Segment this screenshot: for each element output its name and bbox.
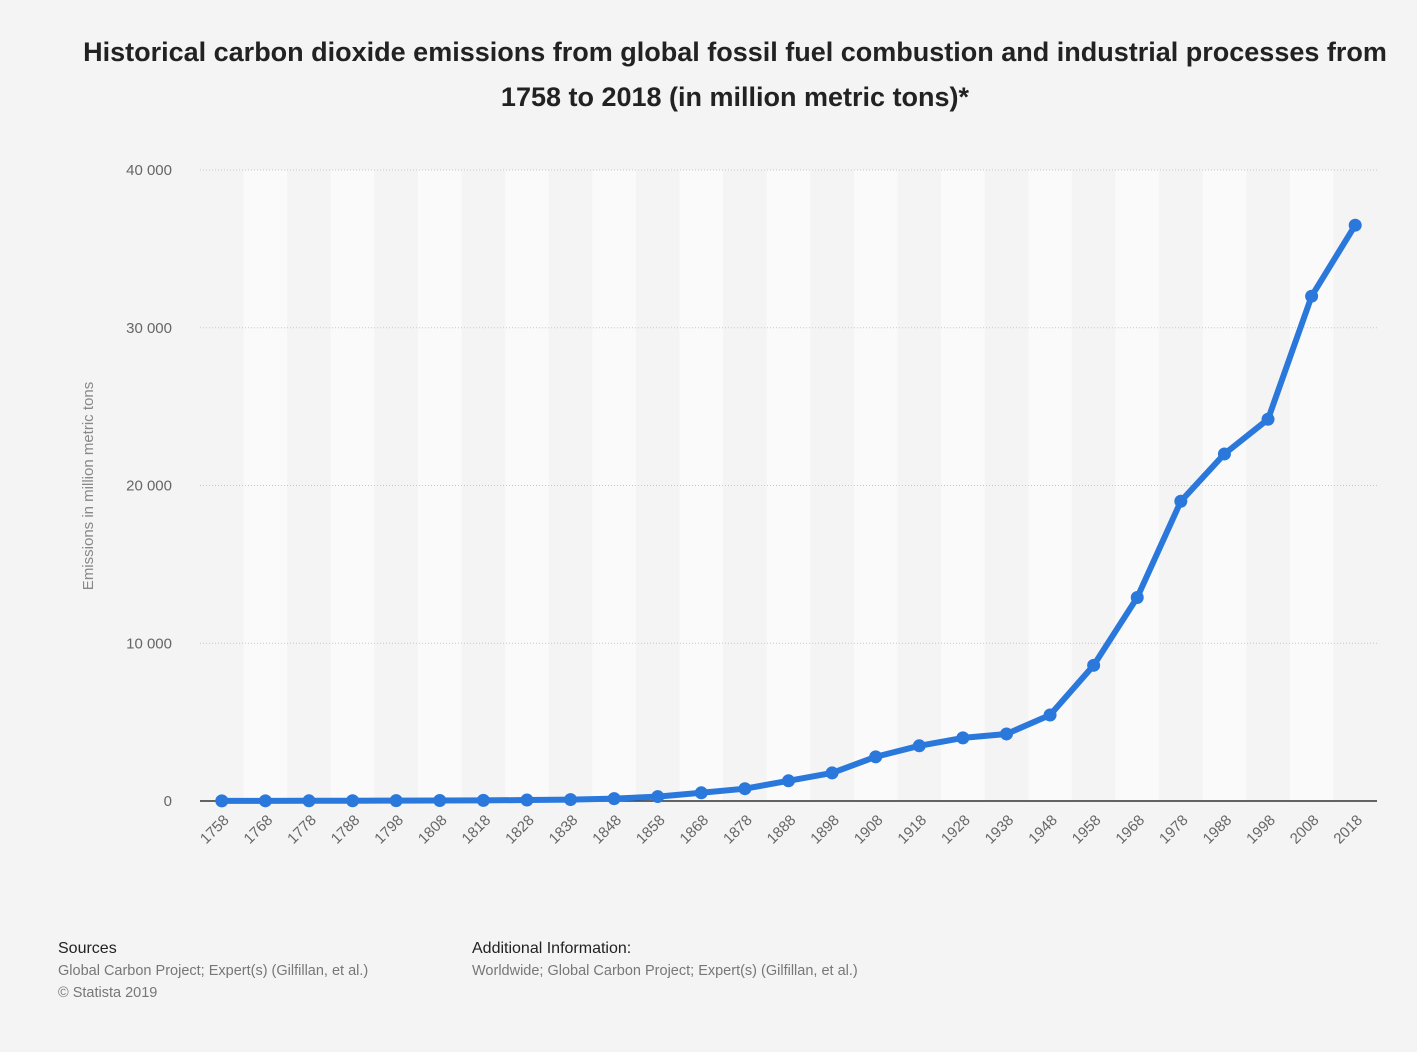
data-point[interactable]: [956, 731, 970, 745]
x-tick-label: 1908: [851, 812, 887, 848]
additional-info-block: Additional Information: Worldwide; Globa…: [472, 938, 858, 982]
data-point[interactable]: [520, 793, 534, 807]
additional-info-heading: Additional Information:: [472, 940, 632, 957]
data-point[interactable]: [607, 792, 621, 806]
x-tick-label: 1918: [894, 812, 930, 848]
data-point[interactable]: [869, 750, 883, 764]
x-tick-label: 1768: [241, 812, 277, 848]
x-tick-label: 1888: [764, 812, 800, 848]
x-axis-ticks: 1758 1768 1778 1788 1798 1808 1818 1828 1838 1848…: [197, 812, 1366, 848]
x-tick-label: 1818: [459, 812, 495, 848]
x-tick-label: 1808: [415, 812, 451, 848]
data-point[interactable]: [1348, 218, 1362, 232]
x-tick-label: 1778: [284, 812, 320, 848]
y-axis-label: Emissions in million metric tons: [80, 382, 97, 590]
data-point[interactable]: [825, 766, 839, 780]
x-tick-label: 1878: [720, 812, 756, 848]
x-tick-label: 1978: [1156, 812, 1192, 848]
sources-text[interactable]: Global Carbon Project; Expert(s) (Gilfil…: [58, 963, 369, 979]
column-band: [243, 170, 288, 801]
data-point[interactable]: [258, 794, 272, 808]
data-point[interactable]: [433, 794, 447, 808]
x-tick-label: 1758: [197, 812, 233, 848]
x-tick-label: 1868: [677, 812, 713, 848]
data-point[interactable]: [1305, 289, 1319, 303]
data-point[interactable]: [1087, 658, 1101, 672]
data-point[interactable]: [1043, 708, 1057, 722]
x-tick-label: 1858: [633, 812, 669, 848]
data-point[interactable]: [1174, 494, 1188, 508]
data-point[interactable]: [302, 794, 316, 808]
data-points: [215, 218, 1362, 808]
gridlines: [200, 169, 1377, 644]
x-tick-label: 1928: [938, 812, 974, 848]
y-tick-label: 10 000: [126, 635, 172, 652]
x-tick-label: 1958: [1069, 812, 1105, 848]
data-point[interactable]: [476, 793, 490, 807]
y-tick-label: 40 000: [126, 162, 172, 179]
data-point[interactable]: [782, 774, 795, 788]
data-point[interactable]: [694, 786, 708, 800]
chart-title: Historical carbon dioxide emissions from…: [83, 37, 1387, 112]
y-tick-label: 30 000: [126, 320, 172, 337]
sources-heading: Sources: [58, 940, 117, 957]
data-point[interactable]: [999, 727, 1013, 741]
x-tick-label: 1938: [982, 812, 1018, 848]
data-point[interactable]: [215, 794, 229, 808]
x-tick-label: 2008: [1287, 812, 1323, 848]
data-point[interactable]: [738, 782, 752, 796]
data-point[interactable]: [1130, 591, 1144, 605]
x-tick-label: 1948: [1025, 812, 1061, 848]
column-band: [330, 170, 375, 801]
x-tick-label: 1838: [546, 812, 582, 848]
data-point[interactable]: [912, 739, 926, 753]
data-point[interactable]: [1217, 447, 1231, 461]
x-tick-label: 1848: [589, 812, 625, 848]
x-tick-label: 1898: [807, 812, 843, 848]
line-chart: 0 10 000 20 000 30 000 40 000 Emissions in m…: [80, 162, 1377, 848]
copyright-text: © Statista 2019: [58, 985, 158, 1001]
x-tick-label: 1798: [371, 812, 407, 848]
x-tick-label: 1968: [1112, 812, 1148, 848]
data-point[interactable]: [346, 794, 360, 808]
x-tick-label: 1988: [1200, 812, 1236, 848]
column-band: [1289, 170, 1334, 801]
y-tick-label: 0: [164, 793, 172, 810]
column-band: [1202, 170, 1247, 801]
y-axis-ticks: 0 10 000 20 000 30 000 40 000: [126, 162, 172, 810]
additional-info-text: Worldwide; Global Carbon Project; Expert…: [472, 963, 858, 979]
data-point[interactable]: [564, 793, 578, 807]
data-point[interactable]: [651, 790, 665, 804]
x-tick-label: 1788: [328, 812, 364, 848]
x-tick-label: 2018: [1330, 812, 1366, 848]
y-tick-label: 20 000: [126, 478, 172, 495]
sources-block: Sources Global Carbon Project; Expert(s)…: [58, 938, 368, 1004]
data-point[interactable]: [389, 794, 403, 808]
x-tick-label: 1998: [1243, 812, 1279, 848]
data-point[interactable]: [1261, 412, 1275, 426]
x-tick-label: 1828: [502, 812, 538, 848]
